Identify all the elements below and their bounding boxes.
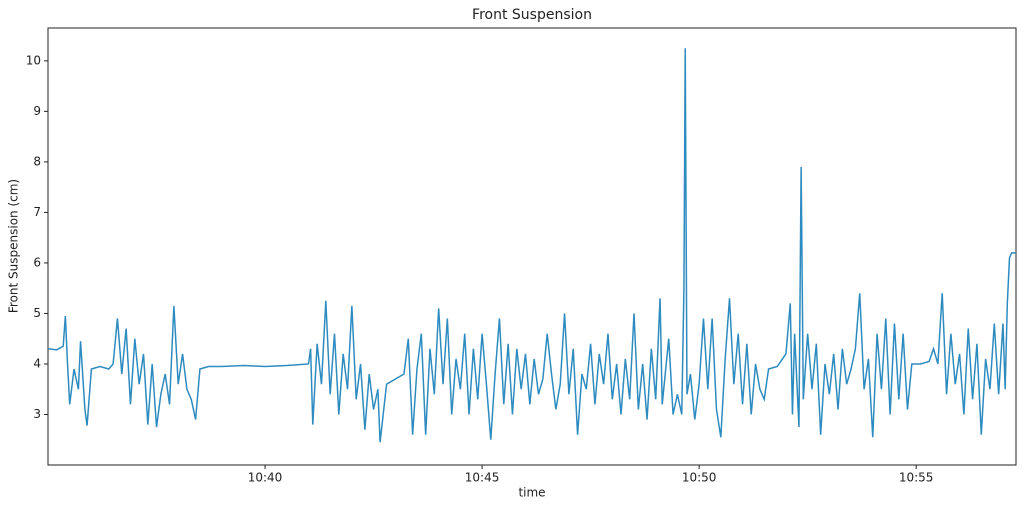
chart-title: Front Suspension bbox=[472, 7, 592, 23]
y-tick-label: 9 bbox=[33, 104, 41, 118]
data-line bbox=[48, 48, 1016, 443]
x-tick-label: 10:50 bbox=[682, 471, 717, 485]
y-tick-label: 3 bbox=[33, 407, 41, 421]
x-tick-label: 10:45 bbox=[465, 471, 500, 485]
y-tick-label: 4 bbox=[33, 356, 41, 370]
y-tick-label: 6 bbox=[33, 255, 41, 269]
x-tick-label: 10:55 bbox=[899, 471, 934, 485]
y-axis-label: Front Suspension (cm) bbox=[7, 179, 21, 313]
y-tick-label: 10 bbox=[26, 53, 41, 67]
y-tick-label: 5 bbox=[33, 306, 41, 320]
x-axis-label: time bbox=[518, 486, 545, 500]
x-tick-label: 10:40 bbox=[248, 471, 283, 485]
y-tick-label: 7 bbox=[33, 205, 41, 219]
y-tick-label: 8 bbox=[33, 154, 41, 168]
plot-frame bbox=[47, 27, 1017, 466]
